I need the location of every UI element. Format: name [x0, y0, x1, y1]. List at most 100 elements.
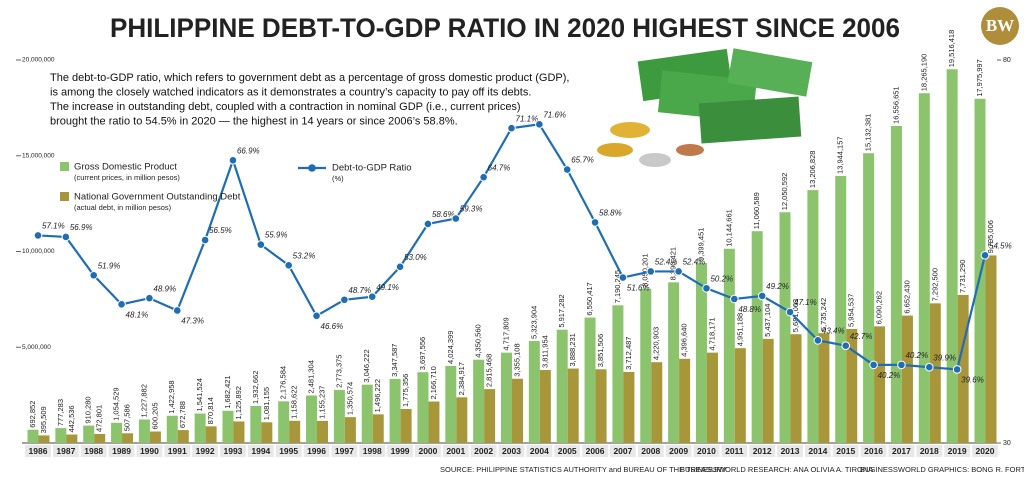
bar-value-label: 18,265,190 — [919, 54, 928, 92]
x-tick-label: 1998 — [363, 446, 382, 456]
bar — [985, 255, 997, 443]
x-tick-label: 2020 — [976, 446, 995, 456]
bar — [957, 294, 969, 443]
ratio-label: 58.8% — [599, 209, 622, 218]
x-label-box — [470, 445, 497, 457]
x-label-box — [777, 445, 803, 457]
ratio-label: 48.7% — [348, 286, 371, 295]
bar — [668, 282, 680, 443]
bar-value-label: 3,712,487 — [624, 337, 633, 370]
bar-value-label: 1,158,622 — [290, 385, 299, 418]
bar — [306, 395, 318, 443]
ratio-point — [869, 360, 878, 370]
bar-value-label: 11,060,589 — [752, 192, 761, 229]
x-tick-label: 1993 — [224, 446, 243, 456]
ratio-point — [507, 123, 516, 133]
bar — [417, 372, 429, 443]
legend-swatch — [60, 162, 69, 171]
ratio-label: 51.6% — [627, 284, 650, 293]
ratio-label: 48.9% — [153, 284, 176, 293]
bar-value-label: 2,176,584 — [279, 366, 288, 399]
logo-text: BW — [986, 16, 1014, 35]
bar — [706, 352, 718, 443]
x-tick-label: 2007 — [613, 446, 632, 456]
bar-value-label: 1,350,574 — [345, 382, 354, 415]
description-line: The debt-to-GDP ratio, which refers to g… — [50, 72, 570, 84]
ratio-point — [228, 156, 238, 165]
ratio-point — [897, 360, 906, 370]
ratio-label: 40.2% — [878, 371, 901, 380]
bar-value-label: 6,090,262 — [875, 291, 884, 324]
bar-value-label: 1,227,882 — [139, 384, 148, 417]
ratio-point — [841, 341, 851, 351]
bar — [222, 410, 234, 443]
bar-value-label: 5,954,537 — [847, 294, 856, 327]
x-tick-label: 2015 — [836, 446, 855, 456]
x-tick-label: 2005 — [558, 446, 577, 456]
legend-swatch — [60, 192, 69, 201]
bar-value-label: 16,556,651 — [891, 86, 900, 124]
bar — [501, 352, 512, 443]
bar-value-label: 3,888,231 — [568, 333, 577, 366]
bar — [790, 334, 802, 443]
x-label-box — [442, 445, 469, 457]
bar-value-label: 4,396,640 — [680, 323, 689, 356]
x-label-box — [136, 445, 163, 457]
bar-value-label: 1,155,237 — [318, 386, 327, 419]
bar-value-label: 870,814 — [206, 397, 215, 424]
x-label-box — [275, 445, 302, 457]
ratio-label: 55.9% — [265, 231, 288, 240]
x-tick-label: 2012 — [753, 446, 772, 456]
x-tick-label: 1996 — [307, 446, 326, 456]
bar-value-label: 1,125,892 — [234, 386, 243, 419]
x-label-box — [944, 445, 971, 457]
bar — [138, 419, 150, 443]
ratio-point — [61, 232, 71, 242]
ratio-label: 52.4% — [683, 258, 706, 267]
bar — [111, 422, 123, 443]
x-label-box — [331, 445, 358, 457]
x-label-box — [108, 445, 135, 457]
x-tick-label: 1990 — [140, 446, 159, 456]
bar — [205, 426, 217, 443]
bar — [734, 348, 746, 443]
ratio-point — [813, 336, 823, 345]
bar — [695, 263, 707, 443]
x-tick-label: 2016 — [864, 446, 883, 456]
x-tick-label: 2011 — [725, 446, 744, 456]
bar-value-label: 3,851,506 — [596, 334, 605, 367]
bar — [874, 326, 886, 443]
footer-text: BUSINESSWORLD RESEARCH: ANA OLIVIA A. TI… — [680, 465, 873, 474]
legend-note: (actual debt, in million pesos) — [74, 203, 172, 212]
x-tick-label: 1986 — [29, 446, 48, 456]
bar — [233, 421, 245, 443]
ratio-point — [618, 273, 628, 282]
ratio-label: 52.4% — [655, 258, 678, 267]
bar-value-label: 1,422,958 — [167, 380, 176, 413]
ratio-point — [312, 311, 321, 321]
bar — [428, 401, 440, 443]
bar — [344, 417, 356, 443]
bar — [779, 212, 791, 443]
x-label-box — [860, 445, 887, 457]
bar — [612, 305, 624, 443]
ratio-label: 59.3% — [460, 205, 483, 214]
ratio-label: 53.2% — [293, 251, 316, 260]
x-label-box — [387, 445, 414, 457]
logo-badge — [981, 7, 1019, 45]
bar-value-label: 1,054,529 — [112, 387, 121, 420]
bar — [679, 358, 691, 443]
bar-value-label: 472,801 — [95, 405, 104, 432]
ratio-point — [367, 292, 377, 301]
x-label-box — [220, 445, 246, 457]
bar-value-label: 2,481,304 — [307, 360, 316, 393]
ratio-point — [395, 262, 405, 272]
bar — [846, 328, 858, 443]
x-tick-label: 2019 — [948, 446, 967, 456]
bar — [250, 405, 262, 443]
description-line: brought the ratio to 54.5% in 2020 — the… — [50, 115, 458, 127]
ratio-label: 48.8% — [738, 305, 761, 314]
ratio-label: 57.1% — [42, 222, 65, 231]
legend-label: Debt-to-GDP Ratio — [332, 163, 412, 174]
x-tick-label: 1995 — [279, 446, 298, 456]
